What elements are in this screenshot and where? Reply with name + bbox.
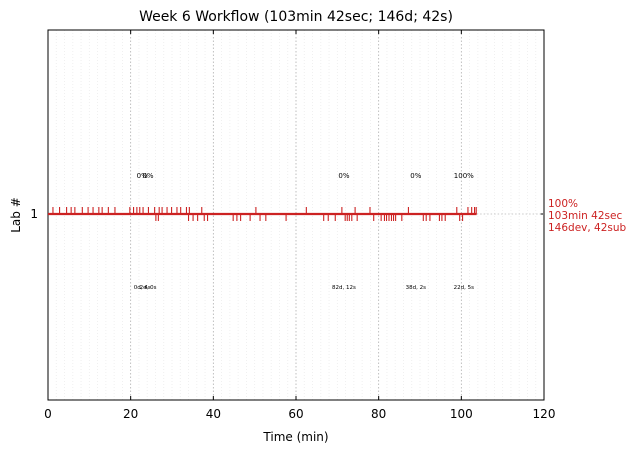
milestone-detail-label: 22d, 5s — [454, 285, 474, 291]
milestone-percent-label: 100% — [454, 172, 474, 180]
milestone-percent-label: 0% — [338, 172, 349, 180]
y-tick-label: 1 — [30, 207, 38, 221]
milestone-percent-label: 0% — [142, 172, 153, 180]
grid-layer — [55, 30, 537, 400]
x-axis-ticks: 0 20 40 60 80 100 120 — [44, 30, 555, 421]
x-axis-label: Time (min) — [262, 430, 328, 444]
milestone-detail-label: 38d, 2s — [406, 285, 426, 291]
milestone-detail-label: 82d, 12s — [332, 285, 356, 291]
y-axis-label: Lab # — [9, 197, 23, 233]
x-tick-label: 20 — [123, 407, 138, 421]
x-tick-label: 80 — [371, 407, 386, 421]
milestone-detail-label: 2d, 0s — [140, 285, 157, 291]
chart-title: Week 6 Workflow (103min 42sec; 146d; 42s… — [139, 9, 453, 25]
x-tick-label: 120 — [533, 407, 556, 421]
milestone-percent-label: 0% — [410, 172, 421, 180]
end-summary-line: 146dev, 42sub — [548, 222, 627, 234]
milestone-percent-label: 0% — [137, 172, 148, 180]
end-summary-line: 100% — [548, 198, 578, 210]
x-tick-label: 40 — [206, 407, 221, 421]
milestone-detail-label: 0d, 4s — [134, 285, 151, 291]
x-tick-label: 100 — [450, 407, 473, 421]
timeline-row: 0% 0d, 4s 0% 2d, 0s 0% 82d, 12s 0% 38d, 2s 100% 2… — [48, 172, 627, 291]
x-tick-label: 60 — [288, 407, 303, 421]
timeline-rows: 0% 0d, 4s 0% 2d, 0s 0% 82d, 12s 0% 38d, 2s 100% 2… — [48, 172, 627, 291]
end-summary-line: 103min 42sec — [548, 210, 622, 222]
x-tick-label: 0 — [44, 407, 52, 421]
